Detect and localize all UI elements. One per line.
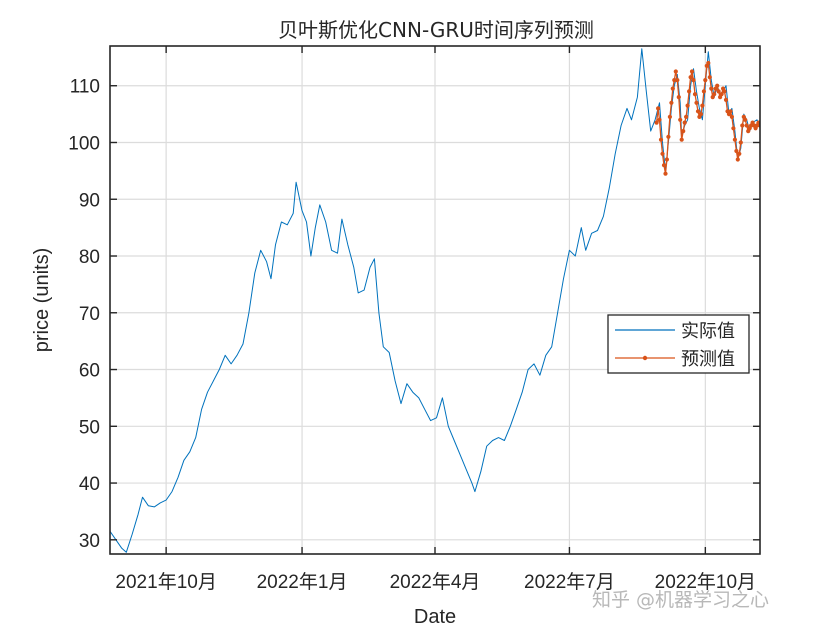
series-marker-predicted <box>740 123 745 128</box>
series-marker-predicted <box>712 92 717 97</box>
series-marker-predicted <box>735 157 740 162</box>
series-marker-predicted <box>678 117 683 122</box>
y-axis-label: price (units) <box>31 248 53 352</box>
series-marker-predicted <box>743 117 748 122</box>
y-tick-label: 110 <box>70 77 100 98</box>
series-marker-predicted <box>692 92 698 97</box>
series-marker-predicted <box>719 92 724 97</box>
x-gridlines <box>165 46 706 554</box>
series-marker-predicted <box>681 129 686 134</box>
watermark: 知乎 @机器学习之心 <box>592 589 769 611</box>
series-marker-predicted <box>675 78 680 83</box>
series-marker-predicted <box>703 78 708 83</box>
series-marker-predicted <box>661 163 667 168</box>
series-marker-predicted <box>663 171 668 176</box>
series-marker-predicted <box>695 109 701 114</box>
y-tick-label: 70 <box>79 304 100 325</box>
series-marker-predicted <box>684 114 689 119</box>
legend-box <box>607 314 750 374</box>
series-marker-predicted <box>706 60 711 66</box>
series-marker-predicted <box>732 137 738 142</box>
x-axis-ticks: 2021年10月 2022年1月 2022年4月 2022年7月 2022年10月 <box>115 46 756 593</box>
series-marker-predicted <box>734 148 739 154</box>
y-tick-label: 40 <box>79 474 100 495</box>
series-marker-predicted <box>654 120 659 125</box>
legend-marker-predicted <box>642 355 648 361</box>
series-marker-predicted <box>698 112 704 117</box>
series-marker-predicted <box>685 103 690 108</box>
series-marker-predicted <box>664 157 670 162</box>
series-marker-predicted <box>672 78 677 83</box>
y-axis-ticks: 30 40 50 60 70 80 90 100 110 <box>68 77 760 552</box>
legend-label-predicted: 预测值 <box>681 349 735 370</box>
series-marker-predicted <box>731 126 736 131</box>
y-tick-label: 80 <box>79 247 100 268</box>
series-marker-predicted <box>658 137 664 142</box>
x-tick-label: 2022年10月 <box>655 571 756 593</box>
series-marker-predicted <box>737 151 742 156</box>
x-axis-label: Date <box>414 606 456 628</box>
series-marker-predicted <box>694 100 699 105</box>
series-marker-predicted <box>667 114 673 119</box>
series-marker-predicted <box>729 114 735 119</box>
y-gridlines <box>110 85 760 541</box>
series-marker-predicted <box>691 78 696 83</box>
chart-title: 贝叶斯优化CNN-GRU时间序列预测 <box>278 18 594 42</box>
series-marker-predicted <box>688 75 693 80</box>
series-marker-predicted <box>689 69 695 74</box>
series-marker-predicted <box>669 100 674 105</box>
series-marker-predicted <box>676 95 681 100</box>
legend: 实际值 预测值 <box>607 314 750 374</box>
series-marker-predicted <box>723 97 729 102</box>
series-marker-predicted <box>656 106 661 111</box>
series-marker-predicted <box>679 137 684 142</box>
series-marker-predicted <box>666 134 671 139</box>
x-tick-label: 2021年10月 <box>115 571 216 593</box>
series-marker-predicted <box>716 89 721 94</box>
series-marker-predicted <box>670 86 675 91</box>
x-tick-label: 2022年4月 <box>390 571 481 593</box>
series-marker-predicted <box>682 120 687 125</box>
series-marker-predicted <box>660 151 665 156</box>
series-marker-predicted <box>715 83 720 88</box>
series-marker-predicted <box>738 140 743 145</box>
y-tick-label: 60 <box>79 361 100 382</box>
series-layer <box>110 48 760 553</box>
series-marker-predicted <box>709 86 714 91</box>
y-tick-label: 90 <box>79 190 100 211</box>
series-marker-predicted <box>657 117 662 122</box>
x-tick-label: 2022年7月 <box>524 571 615 593</box>
x-tick-label: 2022年1月 <box>257 571 348 593</box>
legend-label-actual: 实际值 <box>681 321 735 342</box>
series-marker-predicted <box>673 69 678 74</box>
series-marker-predicted <box>700 103 705 108</box>
y-tick-label: 50 <box>79 417 100 438</box>
series-marker-predicted <box>687 89 692 94</box>
series-marker-predicted <box>722 89 727 94</box>
series-marker-predicted <box>728 109 733 114</box>
y-tick-label: 30 <box>79 531 100 552</box>
y-tick-label: 100 <box>68 133 100 154</box>
series-marker-predicted <box>707 75 712 80</box>
series-marker-predicted <box>744 123 749 128</box>
series-marker-predicted <box>701 89 707 94</box>
